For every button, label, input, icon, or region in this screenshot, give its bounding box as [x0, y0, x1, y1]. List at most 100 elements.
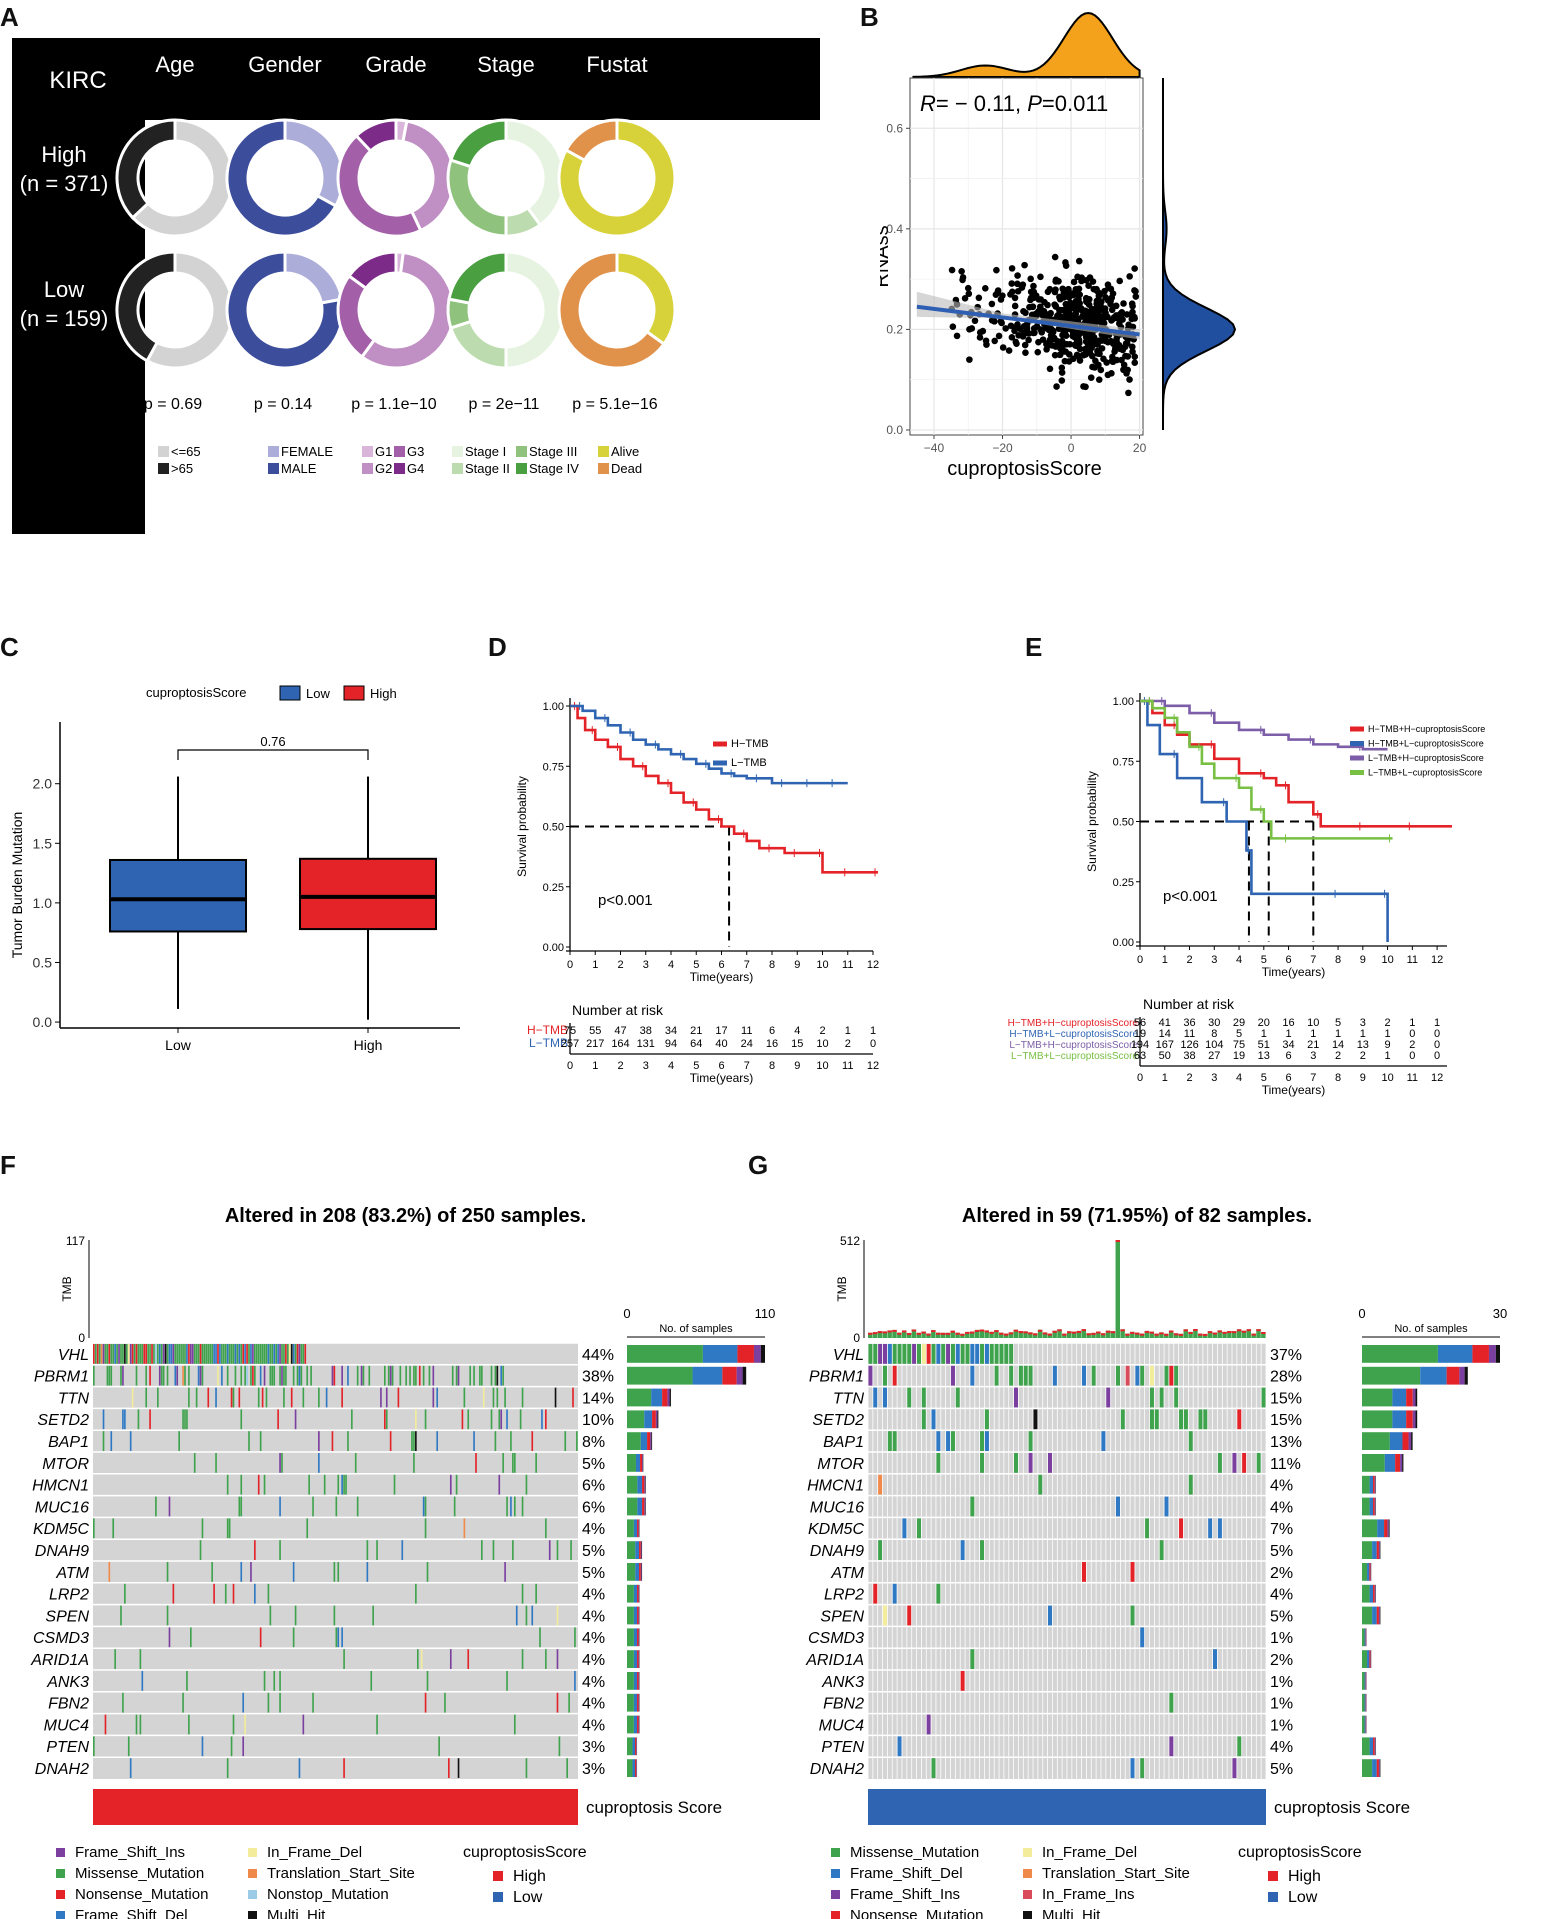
mutation-cell [238, 1344, 241, 1364]
tmb-bar [868, 1332, 873, 1338]
mutation-cell [112, 1344, 115, 1364]
scatter-point [1087, 310, 1094, 318]
tmb-bar-top [1198, 1333, 1203, 1336]
mutation-cell [279, 1344, 281, 1364]
tmb-bar [906, 1332, 912, 1338]
sample-count-bar-segment [1378, 1606, 1380, 1625]
mutation-cell [298, 1344, 301, 1364]
risk-value: 15 [791, 1038, 803, 1050]
y-tick-label: 1.00 [543, 701, 564, 713]
scatter-point [1078, 277, 1085, 285]
x-tick-label: 2 [617, 959, 623, 971]
mutation-cell [104, 1344, 107, 1364]
tmb-bar-top [1013, 1329, 1019, 1332]
x-tick-label-low: Low [165, 1037, 192, 1053]
mutation-cell [424, 1409, 427, 1430]
mutation-cell [535, 1583, 537, 1604]
mutation-cell [252, 1365, 254, 1386]
risk-value: 14 [1159, 1028, 1171, 1040]
scatter-point [1062, 259, 1069, 266]
mutation-cell [261, 1344, 264, 1364]
mutation-cell [872, 1583, 878, 1604]
gene-percent-pten: 3% [582, 1739, 605, 1756]
oncoplot-title: Altered in 208 (83.2%) of 250 samples. [225, 1205, 586, 1227]
gene-label-fbn2: FBN2 [48, 1696, 89, 1713]
mutation-cell [415, 1431, 417, 1451]
gene-percent-kdm5c: 4% [582, 1521, 605, 1538]
legend-swatch-2-2 [362, 463, 373, 474]
correlation-annotation: R= − 0.11, P=0.011 [920, 91, 1108, 116]
risk-value: 0 [1409, 1028, 1415, 1040]
survival-curve [1140, 699, 1389, 942]
risk-x-tick-label: 6 [718, 1060, 724, 1072]
tmb-bar [1256, 1329, 1261, 1338]
sample-count-bar-segment [635, 1737, 637, 1756]
scatter-point [1022, 309, 1029, 317]
mutation-cell [916, 1344, 922, 1364]
mutation-cell [122, 1409, 124, 1430]
sample-count-bar-segment [627, 1497, 638, 1516]
scatter-point [1037, 273, 1044, 281]
gene-label-bap1: BAP1 [823, 1434, 864, 1451]
scatter-point [966, 356, 973, 363]
gene-percent-hmcn1: 4% [1270, 1478, 1293, 1495]
gene-label-lrp2: LRP2 [824, 1587, 864, 1604]
log-rank-p-value: p<0.001 [598, 892, 653, 909]
risk-value: 38 [640, 1025, 652, 1037]
mutation-legend-label: Translation_Start_Site [267, 1865, 415, 1882]
sample-count-bar-segment [633, 1672, 638, 1690]
mutation-cell [525, 1605, 528, 1626]
x-tick-label: 3 [1211, 954, 1217, 966]
tmb-bar [1033, 1333, 1038, 1338]
mutation-cell [201, 1736, 204, 1757]
mutation-cell [139, 1344, 142, 1364]
mutation-cell [224, 1583, 227, 1604]
mutation-cell [492, 1387, 495, 1408]
mutation-cell [482, 1387, 485, 1408]
x-tick-label: 0 [1137, 954, 1143, 966]
scatter-point [1035, 308, 1042, 315]
scatter-point [1026, 303, 1033, 311]
mutation-cell [135, 1714, 138, 1735]
tmb-bar-top [1042, 1332, 1048, 1335]
tmb-bar-top [1018, 1331, 1023, 1334]
mutation-cell [1115, 1496, 1121, 1517]
sample-count-bar-segment [753, 1345, 761, 1363]
mutation-cell [1100, 1431, 1106, 1451]
x-tick-label: 9 [794, 959, 800, 971]
x-tick-label: 10 [816, 959, 828, 971]
mutation-cell [413, 1453, 415, 1473]
scatter-point [1116, 277, 1124, 285]
scatter-point [991, 318, 998, 325]
sample-count-bar-segment [669, 1388, 671, 1407]
mutation-cell [242, 1344, 245, 1364]
mutation-cell [145, 1344, 148, 1364]
mutation-cell [184, 1365, 186, 1386]
mutation-legend-swatch [56, 1848, 65, 1857]
mutation-cell [226, 1344, 229, 1364]
mutation-cell [548, 1540, 551, 1560]
gene-percent-dnah2: 5% [1270, 1761, 1293, 1778]
risk-value: 104 [1205, 1039, 1223, 1051]
tmb-bar-top [1028, 1332, 1033, 1335]
tmb-bar-top [979, 1329, 985, 1332]
scatter-point [1108, 306, 1116, 314]
risk-x-tick-label: 10 [1381, 1072, 1393, 1084]
mutation-cell [418, 1365, 421, 1386]
y-tick-label: 0.75 [543, 761, 564, 773]
sample-count-bar-segment [1362, 1737, 1370, 1756]
tmb-bar-top [1100, 1333, 1106, 1336]
mutation-cell [259, 1365, 262, 1386]
sample-count-bar-segment [652, 1410, 656, 1429]
mutation-cell [292, 1365, 295, 1386]
mutation-cell [323, 1474, 326, 1495]
mutation-cell [188, 1365, 190, 1386]
mutation-cell [255, 1344, 258, 1364]
scatter-point [1120, 300, 1127, 307]
mutation-cell [265, 1387, 268, 1408]
score-legend-swatch [1268, 1871, 1278, 1881]
mutation-cell [248, 1431, 250, 1451]
risk-value: 167 [1156, 1039, 1174, 1051]
mutation-cell [269, 1344, 272, 1364]
mutation-cell [254, 1365, 256, 1386]
